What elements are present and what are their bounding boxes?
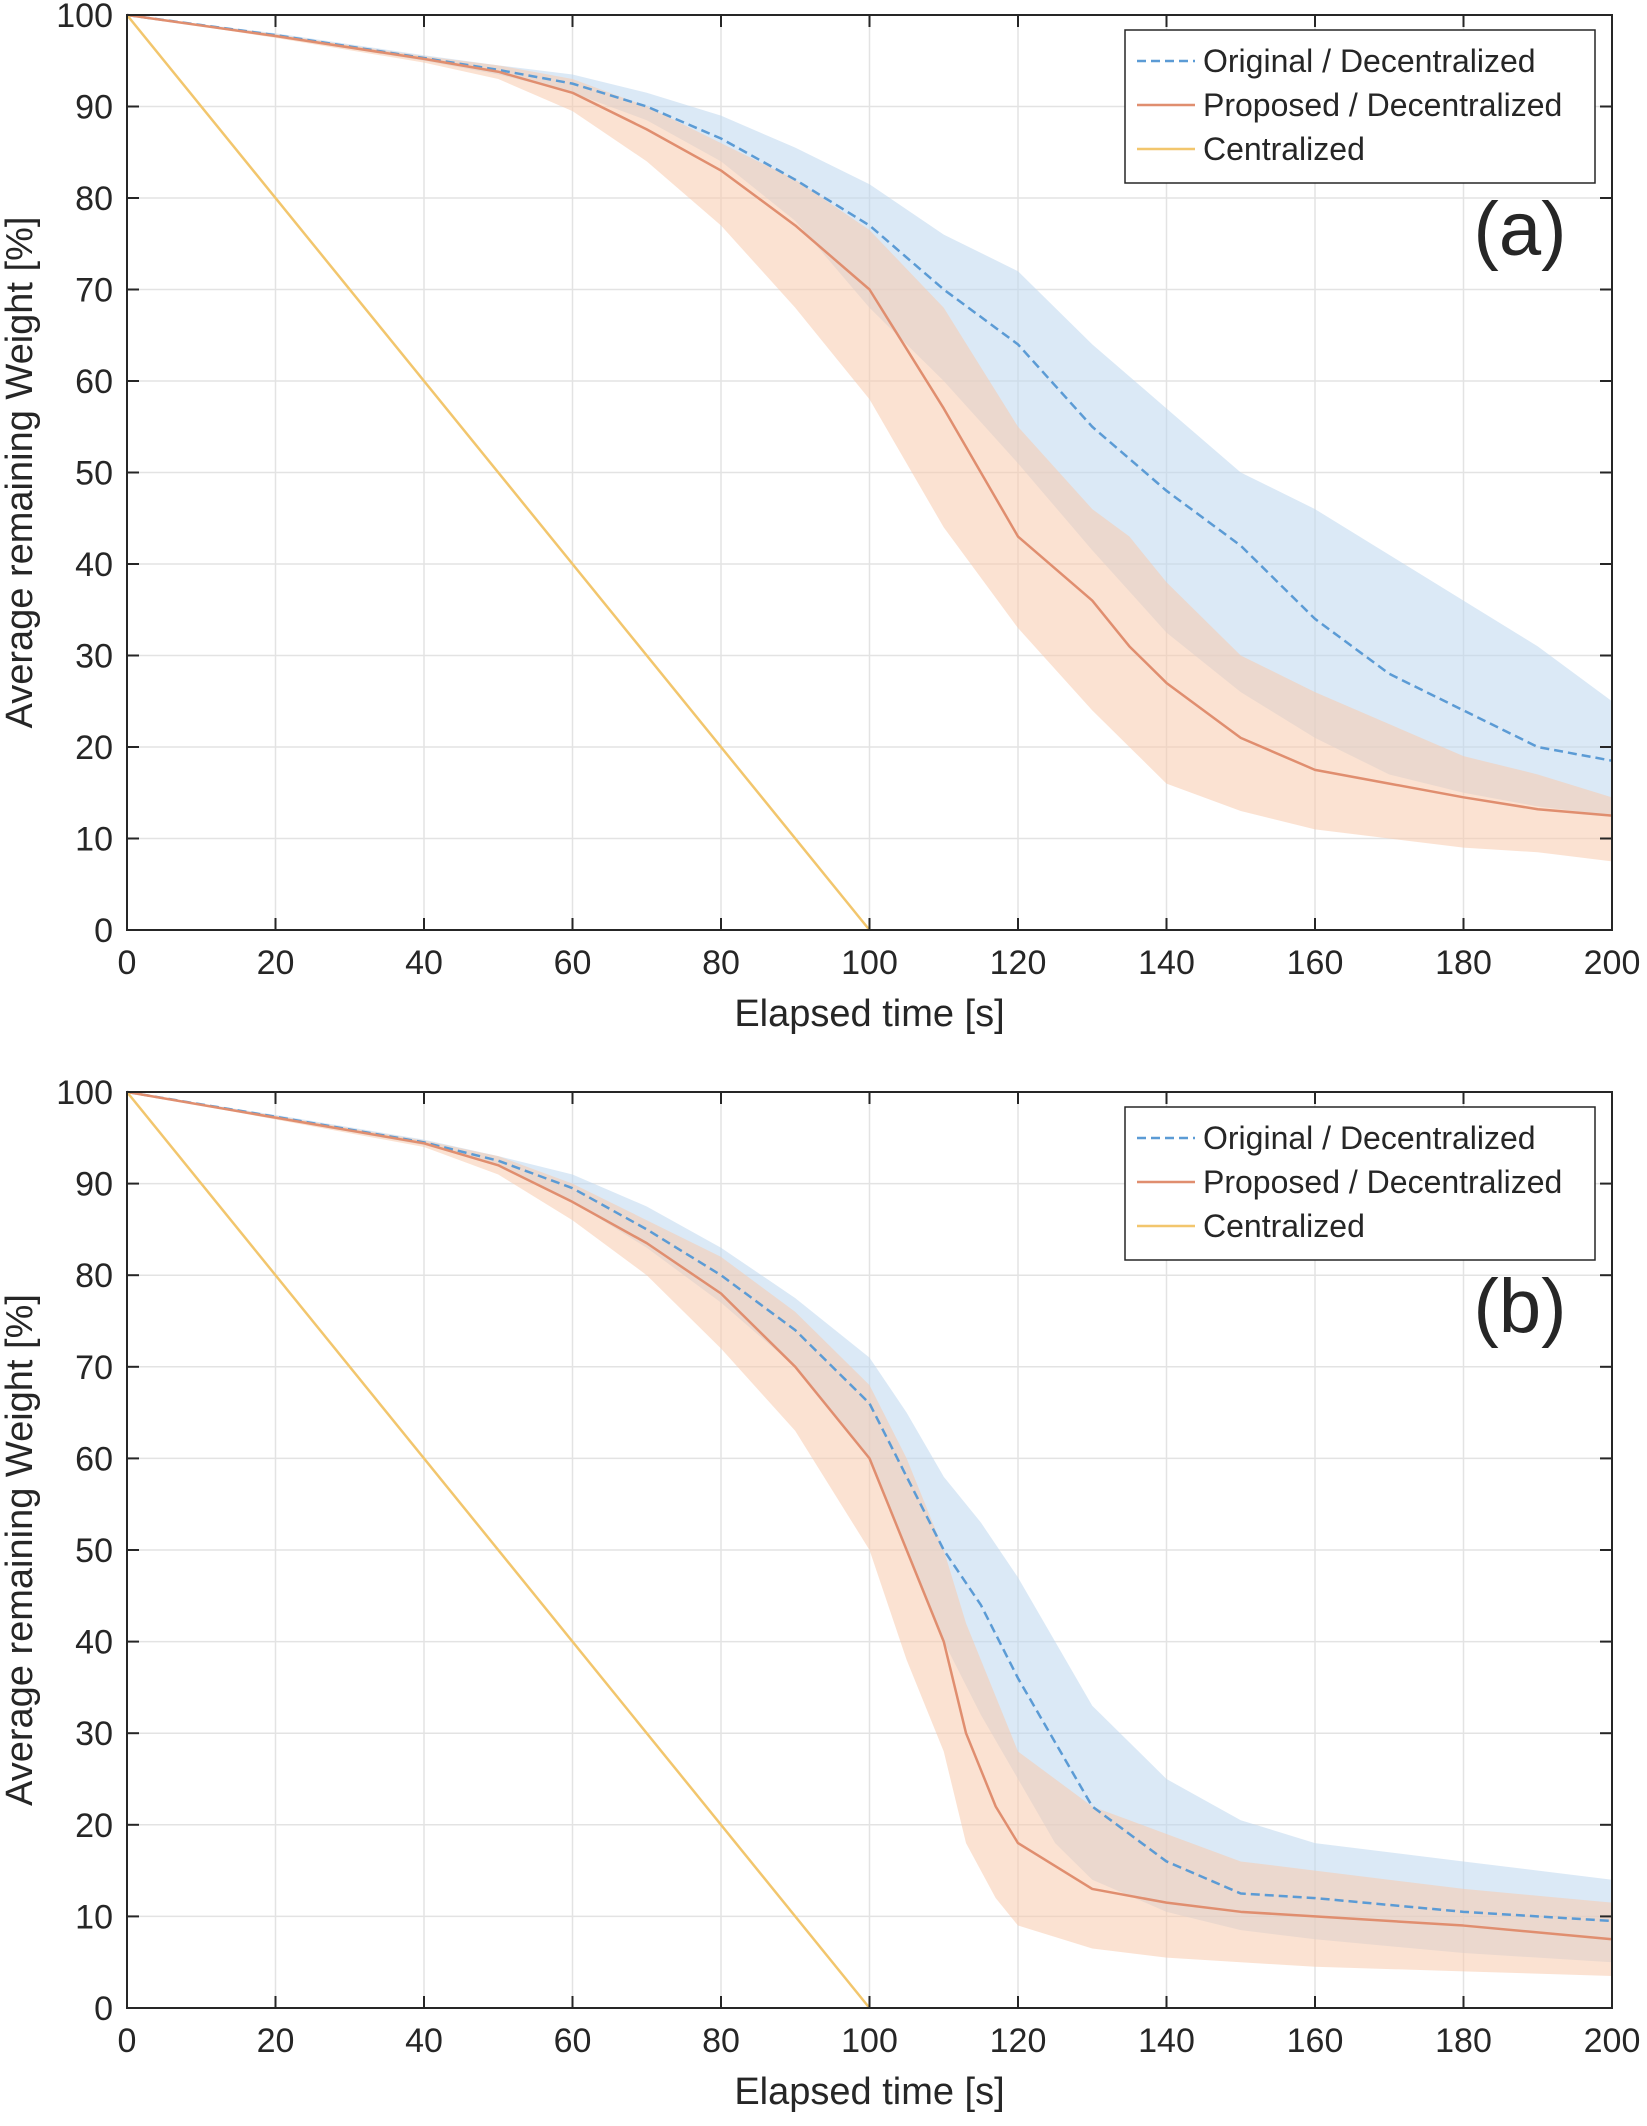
series-line-0 [126,1090,1613,1923]
y-tick-label: 60 [75,363,113,401]
confidence-band-0 [127,1092,1612,1963]
legend-box [1124,1106,1596,1261]
series-line-1 [126,1090,1613,1941]
y-axis-label: Average remaining Weight [%] [0,217,41,729]
legend-entry-1: Proposed / Decentralized [1203,1164,1562,1200]
legend-box [1124,29,1596,184]
x-axis-label: Elapsed time [s] [734,993,1004,1035]
legend-entry-2: Centralized [1203,131,1365,167]
x-tick-label: 120 [990,944,1047,982]
y-tick-label: 80 [75,180,113,218]
x-tick-label: 80 [702,2022,740,2060]
x-tick-label: 120 [990,2022,1047,2060]
legend-entry-1: Proposed / Decentralized [1203,87,1562,123]
y-tick-label: 90 [75,89,113,127]
series-line-2 [126,14,871,931]
y-tick-label: 40 [75,546,113,584]
legend-entry-0: Original / Decentralized [1203,1120,1536,1156]
y-tick-label: 50 [75,1532,113,1570]
confidence-band-1 [127,1092,1612,1976]
x-tick-label: 160 [1287,944,1344,982]
panel-b: 0 20 40 60 80 100 120 140 160 180 200 0 10 20 30 40 50 60… [0,1074,1640,2113]
y-tick-label: 20 [75,729,113,767]
x-tick-label: 200 [1584,944,1641,982]
y-tick-label: 70 [75,1349,113,1387]
panel-label: (b) [1474,1264,1567,1349]
confidence-band-1 [127,15,1612,862]
x-tick-label: 40 [405,944,443,982]
x-tick-label: 140 [1138,944,1195,982]
panel-label: (a) [1474,187,1567,272]
legend-entry-0: Original / Decentralized [1203,43,1536,79]
x-tick-label: 20 [257,2022,295,2060]
y-tick-label: 100 [56,0,113,35]
y-tick-label: 60 [75,1440,113,1478]
x-axis-label: Elapsed time [s] [734,2071,1004,2113]
x-tick-label: 60 [554,944,592,982]
series-line-1 [126,13,1613,817]
x-tick-label: 100 [841,2022,898,2060]
y-tick-label: 30 [75,638,113,676]
x-tick-label: 60 [554,2022,592,2060]
x-tick-label: 200 [1584,2022,1641,2060]
y-tick-label: 70 [75,272,113,310]
y-tick-label: 10 [75,821,113,859]
y-tick-label: 30 [75,1715,113,1753]
x-tick-label: 20 [257,944,295,982]
x-tick-label: 180 [1435,944,1492,982]
confidence-band-0 [127,15,1612,816]
series-line-2 [126,1091,871,2009]
y-tick-label: 0 [94,912,113,950]
x-tick-label: 80 [702,944,740,982]
y-tick-label: 50 [75,455,113,493]
y-tick-label: 20 [75,1807,113,1845]
legend-entry-2: Centralized [1203,1208,1365,1244]
y-tick-label: 80 [75,1257,113,1295]
y-axis-label: Average remaining Weight [%] [0,1294,41,1806]
x-tick-label: 0 [118,2022,137,2060]
x-tick-label: 0 [118,944,137,982]
y-tick-label: 90 [75,1166,113,1204]
y-tick-label: 40 [75,1624,113,1662]
x-tick-label: 40 [405,2022,443,2060]
panel-a: 0 20 40 60 80 100 120 140 160 180 200 0 10 20 30 40 50 60… [0,0,1640,1035]
x-tick-label: 180 [1435,2022,1492,2060]
y-tick-label: 100 [56,1074,113,1112]
y-tick-label: 10 [75,1898,113,1936]
x-tick-label: 160 [1287,2022,1344,2060]
x-tick-label: 100 [841,944,898,982]
x-tick-label: 140 [1138,2022,1195,2060]
y-tick-label: 0 [94,1990,113,2028]
